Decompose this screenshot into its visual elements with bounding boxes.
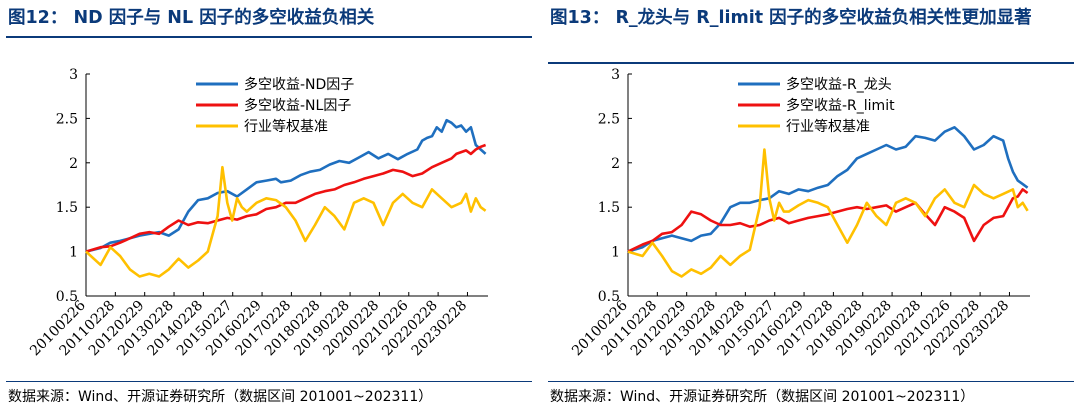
y-tick-label: 2.5 [56, 111, 78, 127]
series-line-1 [627, 188, 1029, 253]
y-tick-label: 1.5 [56, 200, 78, 216]
legend-label: 行业等权基准 [244, 118, 328, 135]
chart-panel-nd-nl: 图12： ND 因子与 NL 因子的多空收益负相关 0.5 1 1.5 2 2.5 3 20… [6, 0, 536, 417]
series-line-2 [627, 148, 1029, 278]
y-tick-label: 1.5 [598, 200, 620, 216]
title-rule [548, 62, 1074, 64]
y-tick-label: 1 [69, 245, 78, 261]
y-tick-label: 2.5 [598, 111, 620, 127]
y-tick-label: 3 [69, 67, 78, 83]
y-tick-label: 0.5 [56, 289, 78, 305]
series-line-1 [85, 143, 487, 253]
legend-label: 多空收益-NL因子 [244, 97, 351, 114]
legend-label: 行业等权基准 [786, 118, 870, 135]
line-chart-nd-nl: 0.511.522.532010022620110228201202292013… [27, 67, 488, 359]
series-line-2 [85, 165, 487, 278]
legend-label: 多空收益-ND因子 [244, 76, 354, 93]
figure-title: 图12： ND 因子与 NL 因子的多空收益负相关 [8, 8, 375, 28]
y-tick-label: 2 [69, 156, 78, 172]
chart-panel-r-leader-r-limit: 图13： R_龙头与 R_limit 因子的多空收益负相关性更加显著 0.5 1 1… [548, 0, 1078, 417]
y-tick-label: 2 [611, 156, 620, 172]
series-line-0 [627, 126, 1029, 253]
data-source-note: 数据来源：Wind、开源证券研究所（数据区间 201001~202311） [550, 389, 975, 405]
data-source-note: 数据来源：Wind、开源证券研究所（数据区间 201001~202311） [8, 389, 433, 405]
source-rule [6, 381, 532, 382]
source-rule [548, 381, 1074, 382]
legend-label: 多空收益-R_龙头 [786, 76, 892, 93]
figure-title: 图13： R_龙头与 R_limit 因子的多空收益负相关性更加显著 [550, 8, 1032, 28]
title-rule [6, 36, 532, 38]
y-tick-label: 0.5 [598, 289, 620, 305]
y-tick-label: 1 [611, 245, 620, 261]
series-line-0 [85, 118, 487, 253]
y-tick-label: 3 [611, 67, 620, 83]
line-chart-r-leader-r-limit: 0.511.522.532010022620110228201202292013… [569, 67, 1030, 359]
legend-label: 多空收益-R_limit [786, 97, 895, 114]
